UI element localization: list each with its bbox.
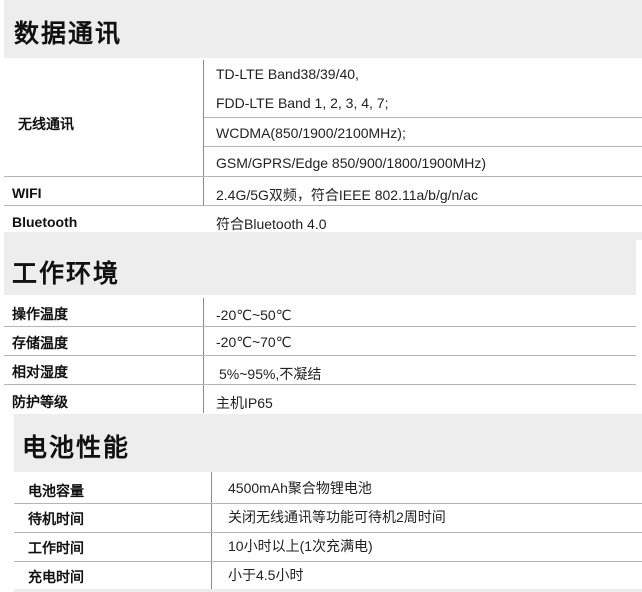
row-label-bluetooth: Bluetooth <box>12 214 78 230</box>
row-label-wifi: WIFI <box>12 185 42 201</box>
section-title: 工作环境 <box>12 260 121 288</box>
spacer-band <box>4 232 642 240</box>
section-header-data-communication <box>4 0 642 58</box>
section-title: 电池性能 <box>22 434 131 462</box>
column-divider <box>211 472 212 589</box>
divider <box>4 205 642 206</box>
divider <box>204 146 642 147</box>
row-value: GSM/GPRS/Edge 850/900/1800/1900MHz) <box>216 155 487 171</box>
row-label: 待机时间 <box>28 511 84 527</box>
footer-band <box>14 589 642 592</box>
divider <box>204 117 642 118</box>
row-value: -20℃~70℃ <box>216 334 292 350</box>
row-value: 10小时以上(1次充满电) <box>228 538 373 554</box>
row-label-wireless: 无线通讯 <box>18 116 74 132</box>
row-value: 2.4G/5G双频，符合IEEE 802.11a/b/g/n/ac <box>216 187 478 203</box>
section-header-battery <box>14 414 642 472</box>
row-label: 相对湿度 <box>12 364 68 380</box>
row-value: 关闭无线通讯等功能可待机2周时间 <box>228 509 446 525</box>
row-value: -20℃~50℃ <box>216 307 292 323</box>
divider <box>4 384 636 385</box>
section-header-environment <box>4 240 636 295</box>
row-value: 小于4.5小时 <box>228 567 304 583</box>
row-label: 工作时间 <box>28 540 84 556</box>
row-value: 主机IP65 <box>216 395 273 411</box>
row-label: 防护等级 <box>12 394 68 410</box>
divider <box>4 176 642 177</box>
section-title: 数据通讯 <box>14 20 123 48</box>
row-value: FDD-LTE Band 1, 2, 3, 4, 7; <box>216 95 389 111</box>
row-label: 操作温度 <box>12 306 68 322</box>
divider <box>14 532 642 533</box>
row-value: TD-LTE Band38/39/40, <box>216 66 359 82</box>
row-label: 存储温度 <box>12 335 68 351</box>
row-value: 5%~95%,不凝结 <box>219 366 322 382</box>
divider <box>4 355 636 356</box>
row-label: 充电时间 <box>28 569 84 585</box>
row-value: 符合Bluetooth 4.0 <box>216 216 327 232</box>
column-divider <box>203 60 204 205</box>
divider <box>4 326 636 327</box>
row-label: 电池容量 <box>28 483 84 499</box>
row-value: 4500mAh聚合物锂电池 <box>228 480 372 496</box>
row-value: WCDMA(850/1900/2100MHz); <box>216 125 406 141</box>
divider <box>14 503 642 504</box>
divider <box>14 561 642 562</box>
